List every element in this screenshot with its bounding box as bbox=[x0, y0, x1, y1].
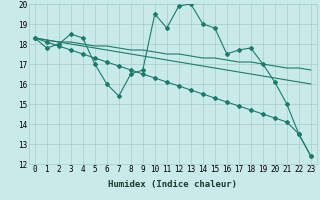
X-axis label: Humidex (Indice chaleur): Humidex (Indice chaleur) bbox=[108, 180, 237, 189]
